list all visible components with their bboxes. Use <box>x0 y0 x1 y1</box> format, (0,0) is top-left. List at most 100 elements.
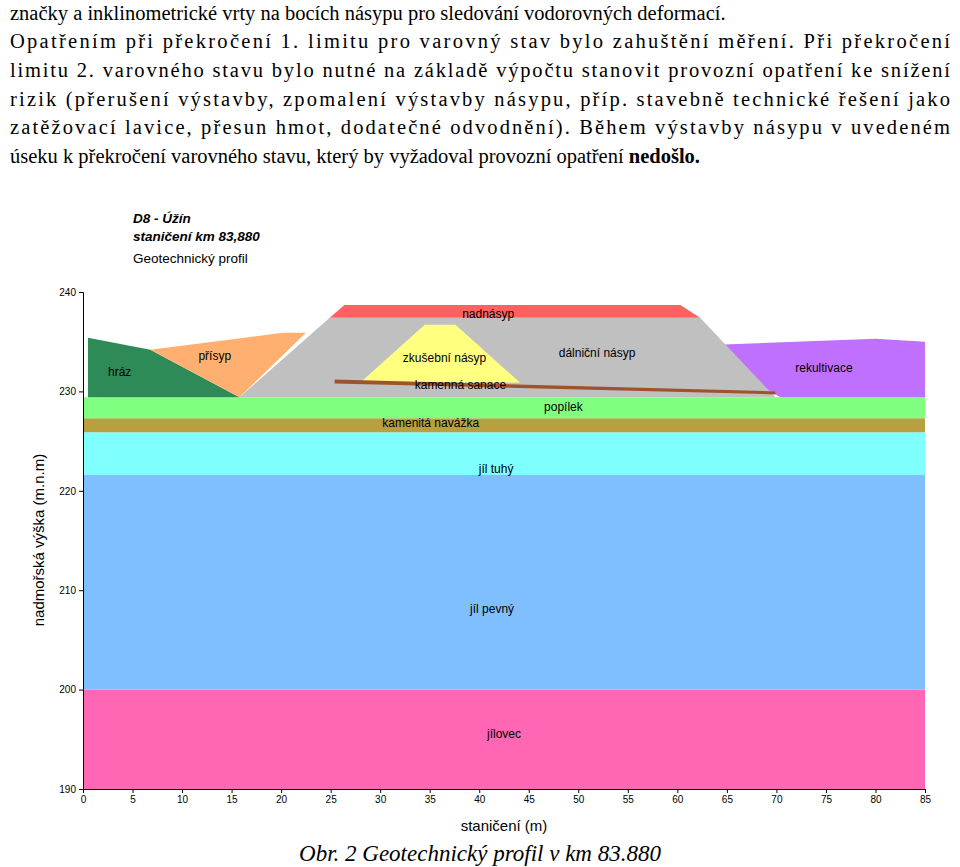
x-tick: 15 <box>227 789 239 805</box>
y-tick: 210 <box>59 585 83 596</box>
layer-label: jíl tuhý <box>478 462 514 476</box>
x-tick-label: 15 <box>227 794 239 805</box>
paragraph-line: Opatřením při překročení 1. limitu pro v… <box>10 30 950 53</box>
x-tick-mark <box>281 789 282 793</box>
x-tick: 75 <box>821 789 833 805</box>
x-tick-mark <box>826 789 827 793</box>
y-tick-mark <box>79 590 83 591</box>
x-axis: 0 5 10 15 20 25 30 35 40 45 50 55 60 65 70 75 80 85 <box>81 789 932 805</box>
y-tick: 200 <box>59 684 83 695</box>
x-tick-mark <box>331 789 332 793</box>
layer-label: jílovec <box>486 727 521 741</box>
x-tick-label: 5 <box>130 794 136 805</box>
x-tick-label: 10 <box>177 794 189 805</box>
paragraph-text: úseku k překročení varovného stavu, kter… <box>10 145 629 168</box>
chart-subtitle: Geotechnický profil <box>133 251 248 266</box>
layer-label: jíl pevný <box>469 602 514 616</box>
x-tick-label: 75 <box>821 794 833 805</box>
x-tick: 25 <box>326 789 338 805</box>
layer-label: popílek <box>544 400 584 414</box>
paragraph-line: limitu 2. varovného stavu bylo nutné na … <box>10 59 950 82</box>
x-tick-label: 55 <box>623 794 635 805</box>
y-tick-mark <box>79 391 83 392</box>
x-tick: 50 <box>573 789 585 805</box>
y-tick: 230 <box>59 386 83 397</box>
paragraph-line: úseku k překročení varovného stavu, kter… <box>10 145 700 168</box>
chart-title: staničení km 83,880 <box>133 229 260 244</box>
x-tick-label: 50 <box>573 794 585 805</box>
x-tick-label: 30 <box>375 794 387 805</box>
layer-label: přísyp <box>198 349 231 363</box>
x-tick-label: 0 <box>81 794 87 805</box>
y-axis-line <box>79 293 84 790</box>
x-tick-mark <box>677 789 678 793</box>
y-tick-label: 230 <box>59 386 76 397</box>
x-tick: 0 <box>81 789 87 805</box>
x-tick-mark <box>727 789 728 793</box>
y-tick-mark <box>79 789 83 790</box>
layer <box>240 318 776 398</box>
x-tick-label: 80 <box>870 794 882 805</box>
x-tick: 40 <box>474 789 486 805</box>
layer <box>83 397 925 418</box>
y-tick: 240 <box>59 287 83 298</box>
x-tick-mark <box>776 789 777 793</box>
x-tick-label: 20 <box>276 794 288 805</box>
y-tick-mark <box>79 292 83 293</box>
figure-caption: Obr. 2 Geotechnický profil v km 83.880 <box>299 841 661 866</box>
paragraph-line: zatěžovací lavice, přesun hmot, dodatečn… <box>10 116 950 139</box>
x-tick: 20 <box>276 789 288 805</box>
y-tick: 190 <box>59 784 83 795</box>
x-tick: 55 <box>623 789 635 805</box>
x-tick-mark <box>479 789 480 793</box>
x-tick: 85 <box>920 789 932 805</box>
y-tick-label: 220 <box>59 486 76 497</box>
x-tick: 30 <box>375 789 387 805</box>
layer <box>360 325 519 383</box>
x-tick: 60 <box>672 789 684 805</box>
x-tick-label: 25 <box>326 794 338 805</box>
layer-label: nadnásyp <box>462 307 514 321</box>
y-axis: 190 200 210 220 230 240 <box>59 287 83 795</box>
x-tick-mark <box>133 789 134 793</box>
x-tick: 65 <box>722 789 734 805</box>
x-tick-mark <box>925 789 926 793</box>
layers <box>83 305 925 789</box>
layer-label: zkušební násyp <box>403 351 487 365</box>
x-tick-label: 35 <box>425 794 437 805</box>
layer-labels: jílovecjíl pevnýjíl tuhýkamenitá navážka… <box>108 307 853 741</box>
x-tick: 80 <box>870 789 882 805</box>
chart-title: D8 - Úžín <box>133 211 191 226</box>
layer <box>83 418 925 432</box>
layer-label: rekultivace <box>795 361 853 375</box>
x-tick-label: 85 <box>920 794 932 805</box>
layer <box>83 690 925 789</box>
paragraph: značky a inklinometrické vrty na bocích … <box>10 2 950 168</box>
x-tick-mark <box>529 789 530 793</box>
y-axis-title: nadmořská výška (m.n.m) <box>30 454 47 627</box>
paragraph-line: značky a inklinometrické vrty na bocích … <box>10 2 726 25</box>
x-tick: 35 <box>425 789 437 805</box>
x-tick-mark <box>380 789 381 793</box>
page: značky a inklinometrické vrty na bocích … <box>0 0 960 867</box>
x-tick-mark <box>875 789 876 793</box>
paragraph-strong: nedošlo. <box>629 145 700 167</box>
x-axis-line <box>84 790 926 794</box>
x-tick-label: 65 <box>722 794 734 805</box>
layer <box>83 475 925 690</box>
x-tick-label: 45 <box>524 794 536 805</box>
x-tick-mark <box>232 789 233 793</box>
y-tick-label: 200 <box>59 684 76 695</box>
layer <box>335 379 776 394</box>
y-tick-mark <box>79 491 83 492</box>
x-tick: 10 <box>177 789 189 805</box>
layer-label: dálniční násyp <box>559 346 636 360</box>
y-tick-label: 190 <box>59 784 76 795</box>
layer-label: kamenná sanace <box>415 378 507 392</box>
x-tick: 70 <box>771 789 783 805</box>
x-tick-mark <box>182 789 183 793</box>
y-tick-label: 240 <box>59 287 76 298</box>
layer-label: hráz <box>108 365 131 379</box>
paragraph-line: rizik (přerušení výstavby, zpomalení výs… <box>10 88 950 111</box>
x-tick-label: 60 <box>672 794 684 805</box>
